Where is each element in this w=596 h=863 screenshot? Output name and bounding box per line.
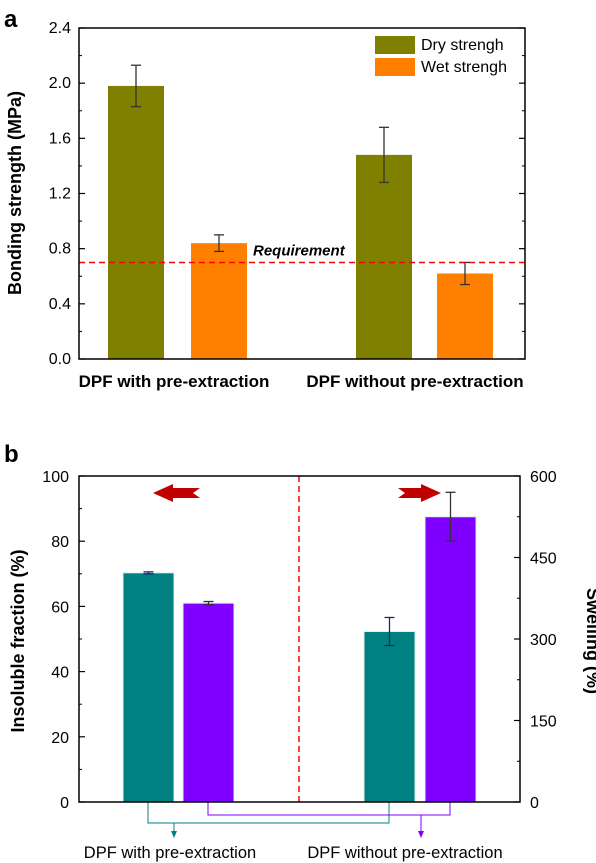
right-arrow-icon <box>398 484 441 502</box>
y-tick-label: 0.8 <box>49 241 71 258</box>
bar-dry <box>108 85 164 360</box>
y-axis-label-right-b: Swelling (%) <box>583 588 596 694</box>
y-tick-label: 2.4 <box>49 20 71 37</box>
legend-a: Dry strengh Wet strengh <box>375 36 507 76</box>
x-categories-a: DPF with pre-extraction DPF without pre-e… <box>79 372 524 391</box>
connector-arrowhead <box>418 831 424 838</box>
y-tick-label-right: 600 <box>530 469 557 486</box>
y-tick-label: 0.0 <box>49 351 71 368</box>
bar-insoluble <box>122 572 175 803</box>
legend-label: Wet strengh <box>421 59 507 76</box>
y-tick-label: 1.6 <box>49 130 71 147</box>
connectors-b <box>147 802 451 838</box>
y-tick-label: 0.4 <box>49 296 71 313</box>
bar-dry <box>356 154 412 359</box>
panel-label-b: b <box>4 441 19 468</box>
panel-label-a: a <box>4 6 18 33</box>
requirement-label: Requirement <box>253 242 346 259</box>
y-tick-label-left: 60 <box>51 599 69 616</box>
y-tick-label: 2.0 <box>49 75 71 92</box>
legend-swatch <box>375 58 415 76</box>
y-axis-label-left-b: Insoluble fraction (%) <box>8 549 28 732</box>
category-label: DPF with pre-extraction <box>84 844 256 862</box>
x-categories-b: DPF with pre-extraction DPF without pre-e… <box>84 844 503 862</box>
bars-a <box>108 64 493 360</box>
legend-label: Dry strengh <box>421 37 504 54</box>
category-label: DPF without pre-extraction <box>306 372 523 391</box>
y-tick-label-right: 300 <box>530 632 557 649</box>
category-label: DPF without pre-extraction <box>307 844 502 862</box>
y-tick-label-left: 20 <box>51 730 69 747</box>
y-tick-label-right: 150 <box>530 714 557 731</box>
connector-swelling <box>207 802 451 816</box>
y-ticks-b: 0 20 40 60 80 100 0 150 300 450 600 <box>42 469 557 812</box>
connector-arrowhead <box>171 831 177 838</box>
y-tick-label: 1.2 <box>49 186 71 203</box>
bar-wet <box>437 273 493 359</box>
y-tick-label-left: 40 <box>51 665 69 682</box>
bars-b <box>122 491 477 803</box>
y-tick-label-right: 450 <box>530 551 557 568</box>
y-tick-label-left: 100 <box>42 469 69 486</box>
chart-a: a Bonding strength (MPa) 0.0 0.4 0.8 1.2 1.6… <box>4 6 526 391</box>
chart-b: b Insoluble fraction (%) Swelling (%) 0 2… <box>4 441 596 862</box>
category-label: DPF with pre-extraction <box>79 372 270 391</box>
bar-swelling <box>182 602 235 803</box>
arrows-b <box>153 484 441 502</box>
y-axis-label-a: Bonding strength (MPa) <box>5 91 25 295</box>
bar-wet <box>191 243 247 359</box>
bar-insoluble <box>363 631 416 803</box>
legend-swatch <box>375 36 415 54</box>
plot-frame-a <box>78 27 526 360</box>
y-tick-label-left: 80 <box>51 534 69 551</box>
reference-line-a: Requirement <box>79 242 525 264</box>
left-arrow-icon <box>153 484 200 502</box>
bar-swelling <box>424 516 477 803</box>
connector-insoluble <box>147 802 390 824</box>
y-tick-label-right: 0 <box>530 795 539 812</box>
plot-frame-b <box>78 475 521 803</box>
y-tick-label-left: 0 <box>60 795 69 812</box>
y-ticks-a: 0.0 0.4 0.8 1.2 1.6 2.0 2.4 <box>49 20 525 368</box>
